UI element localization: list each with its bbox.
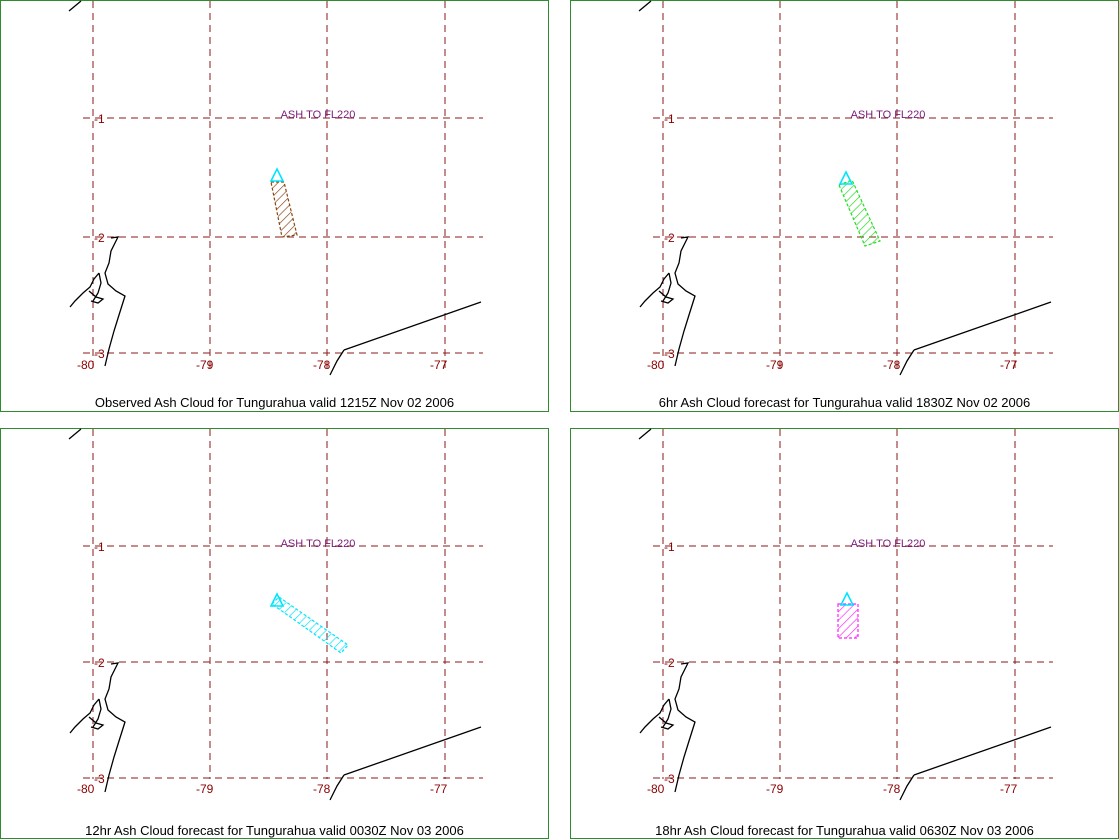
longitude-tick-label: -78 [883,358,901,372]
ash-cloud-polygon [837,603,859,639]
latitude-tick-label: -3 [94,772,105,786]
latitude-tick-label: -3 [664,347,675,361]
volcano-triangle-icon [838,170,854,185]
panel-caption: 12hr Ash Cloud forecast for Tungurahua v… [85,823,464,838]
longitude-tick-label: -78 [883,782,901,796]
latitude-tick-label: -3 [94,347,105,361]
map-canvas: -1 -2 -3-80 -79 -78 -77 ASH TO FL220 [638,428,1053,801]
coastline-fragment [68,428,82,440]
coastline-fragment [68,0,82,12]
longitude-tick-label: -78 [313,782,331,796]
longitude-tick-label: -80 [77,358,95,372]
map-panel-6hr: -1 -2 -3 -80 -79 -78 -77 ASH TO FL220 6hr Ash C… [570,0,1119,412]
map-panel-12hr: -1 -2 -3 -80 -79 -78 -77 ASH TO FL220 12hr Ash … [0,428,549,839]
map-canvas: -1 -2 -3-80 -79 -78 -77 ASH TO FL220 [638,0,1053,376]
longitude-tick-label: -80 [647,358,665,372]
longitude-tick-label: -77 [430,358,448,372]
longitude-tick-label: -77 [1000,782,1018,796]
latitude-tick-label: -2 [664,656,675,670]
border-line [329,301,482,376]
ash-height-label: ASH TO FL220 [281,538,356,550]
coastline-fragment [638,428,652,440]
border-line [899,726,1052,801]
longitude-tick-label: -79 [196,358,214,372]
ash-cloud-polygon [838,179,881,247]
ash-height-label: ASH TO FL220 [851,109,926,121]
map-canvas: -1 -2 -3-80 -79 -78 -77 ASH TO FL220 [68,428,483,801]
ash-height-label: ASH TO FL220 [851,538,926,550]
longitude-tick-label: -78 [313,358,331,372]
panel-caption: Observed Ash Cloud for Tungurahua valid … [94,395,455,410]
panel-caption: 6hr Ash Cloud forecast for Tungurahua va… [658,395,1031,410]
coastline [639,236,696,367]
longitude-tick-label: -77 [430,782,448,796]
latitude-tick-label: -2 [94,231,105,245]
longitude-tick-label: -79 [766,782,784,796]
longitude-tick-label: -79 [196,782,214,796]
volcano-triangle-icon [269,592,285,607]
latitude-tick-label: -1 [664,540,675,554]
coastline [639,662,696,793]
longitude-tick-label: -80 [77,782,95,796]
coastline [69,662,126,793]
coastline [69,236,126,367]
panel-caption: 18hr Ash Cloud forecast for Tungurahua v… [655,823,1034,838]
ash-cloud-polygon [270,181,298,238]
volcano-triangle-icon [839,591,855,606]
latitude-tick-label: -2 [94,656,105,670]
map-panel-18hr: -1 -2 -3 -80 -79 -78 -77 ASH TO FL220 18hr Ash … [570,428,1119,839]
latitude-tick-label: -1 [94,112,105,126]
longitude-tick-label: -79 [766,358,784,372]
latitude-tick-label: -1 [664,112,675,126]
longitude-tick-label: -77 [1000,358,1018,372]
ash-cloud-polygon [271,596,349,654]
border-line [899,301,1052,376]
latitude-tick-label: -3 [664,772,675,786]
map-canvas: -1 -2 -3-80 -79 -78 -77 ASH TO FL220 [68,0,483,376]
map-panel-observed: -1 -2 -3 -80 -79 -78 -77 ASH TO FL220 Observed … [0,0,549,412]
latitude-tick-label: -1 [94,540,105,554]
border-line [329,726,482,801]
volcano-triangle-icon [269,167,285,182]
latitude-tick-label: -2 [664,231,675,245]
longitude-tick-label: -80 [647,782,665,796]
ash-height-label: ASH TO FL220 [281,109,356,121]
coastline-fragment [638,0,652,12]
